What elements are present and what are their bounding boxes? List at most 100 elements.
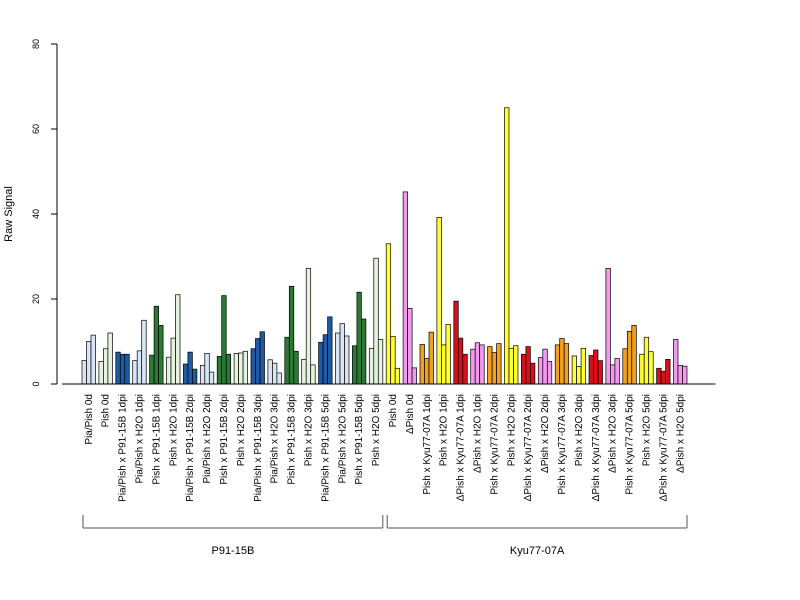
bar — [593, 349, 599, 385]
x-tick-label: Pia/Pish x H2O 5dpi — [337, 394, 348, 484]
group-brackets: P91-15B Kyu77-07A — [82, 515, 688, 557]
bar — [221, 295, 227, 385]
bar — [677, 364, 683, 385]
bar — [537, 357, 544, 385]
bar — [335, 332, 341, 385]
bar — [682, 365, 688, 385]
bar — [322, 334, 328, 385]
bar — [424, 358, 430, 385]
bar — [474, 342, 481, 385]
bar — [508, 347, 514, 385]
bar — [166, 356, 172, 385]
x-tick-label: Pish 0d — [101, 394, 112, 427]
x-tick-label: Pish x H2O 1dpi — [439, 394, 450, 466]
bar — [255, 338, 261, 385]
bar — [136, 350, 143, 385]
x-tick-labels: Pia/Pish 0d Pish 0d Pia/Pish x P91-15B 1dp… — [84, 394, 687, 502]
x-tick-label: Pish x H2O 3dpi — [574, 394, 585, 466]
bar — [479, 344, 485, 385]
x-tick-label: Pia/Pish 0d — [84, 394, 95, 445]
bar — [124, 353, 130, 385]
bar — [390, 336, 396, 385]
bar — [571, 355, 577, 385]
bar — [175, 294, 181, 385]
bar — [288, 285, 295, 385]
bar — [153, 305, 159, 385]
bar — [141, 319, 147, 385]
x-tick-label: Pish x H2O 1dpi — [168, 394, 179, 466]
x-tick-label: Pia/Pish x P91-15B 2dpi — [185, 394, 196, 502]
bar — [513, 345, 519, 385]
bar — [496, 343, 502, 385]
bar — [385, 243, 392, 385]
bar — [614, 358, 620, 385]
bar — [428, 331, 434, 385]
y-tick-label: 20 — [31, 294, 41, 304]
bar — [301, 359, 307, 385]
bar — [208, 371, 215, 385]
bar — [267, 359, 273, 385]
y-tick-label: 80 — [31, 39, 41, 49]
bar — [259, 331, 265, 385]
x-tick-label: ΔPish x Kyu77-07A 2dpi — [523, 394, 534, 501]
bar — [576, 366, 582, 385]
bar — [445, 324, 451, 385]
bar — [339, 323, 345, 385]
bar — [563, 343, 570, 385]
x-tick-label: Pia/Pish x H2O 1dpi — [134, 394, 145, 484]
bar — [242, 350, 248, 385]
bar — [276, 372, 282, 385]
bar — [233, 353, 239, 385]
x-tick-label: ΔPish x H2O 5dpi — [675, 394, 686, 473]
x-tick-label: Pish x Kyu77-07A 5dpi — [625, 394, 636, 495]
x-tick-label: Pish x P91-15B 5dpi — [354, 394, 365, 485]
bar — [656, 367, 662, 385]
bar — [352, 345, 358, 385]
bar — [183, 363, 189, 385]
bar — [521, 353, 527, 385]
bar — [199, 364, 206, 385]
bar — [419, 344, 425, 385]
bar — [411, 367, 417, 385]
bar — [525, 346, 531, 385]
bar — [318, 342, 324, 385]
x-tick-label: Pish x P91-15B 3dpi — [287, 394, 298, 485]
bar — [559, 338, 565, 385]
bar — [673, 339, 679, 385]
bar — [407, 308, 413, 385]
x-tick-label: ΔPish x Kyu77-07A 1dpi — [456, 394, 467, 501]
bar — [487, 346, 493, 385]
bar — [107, 332, 113, 385]
x-tick-label: Pish x H2O 3dpi — [303, 394, 314, 466]
bar — [597, 360, 603, 385]
x-tick-label: Pish x Kyu77-07A 1dpi — [422, 394, 433, 495]
bar — [216, 356, 223, 385]
bar — [250, 348, 256, 385]
y-axis-label: Raw Signal — [3, 186, 15, 242]
bar — [665, 359, 671, 385]
bar — [81, 360, 87, 385]
bar — [648, 351, 654, 385]
bar — [192, 368, 198, 385]
bar — [377, 339, 384, 385]
bar — [149, 354, 155, 385]
bar — [639, 353, 645, 385]
bar — [293, 350, 299, 385]
x-tick-label: ΔPish 0d — [405, 394, 416, 434]
x-tick-label: ΔPish x Kyu77-07A 3dpi — [591, 394, 602, 501]
x-tick-label: Pia/Pish x P91-15B 1dpi — [118, 394, 129, 502]
y-tick-label: 0 — [31, 381, 41, 386]
bar — [542, 348, 548, 385]
bar — [605, 268, 611, 385]
y-tick-label: 60 — [31, 124, 41, 134]
bar — [441, 344, 447, 385]
bar — [530, 362, 536, 385]
bar — [132, 360, 138, 385]
x-tick-label: Pish 0d — [388, 394, 399, 427]
x-tick-label: ΔPish x Kyu77-07A 5dpi — [658, 394, 669, 501]
x-tick-label: Pia/Pish x H2O 3dpi — [270, 394, 281, 484]
bar — [453, 300, 459, 385]
y-axis: 0 20 40 60 80 — [31, 39, 58, 387]
x-tick-label: ΔPish x H2O 2dpi — [540, 394, 551, 473]
